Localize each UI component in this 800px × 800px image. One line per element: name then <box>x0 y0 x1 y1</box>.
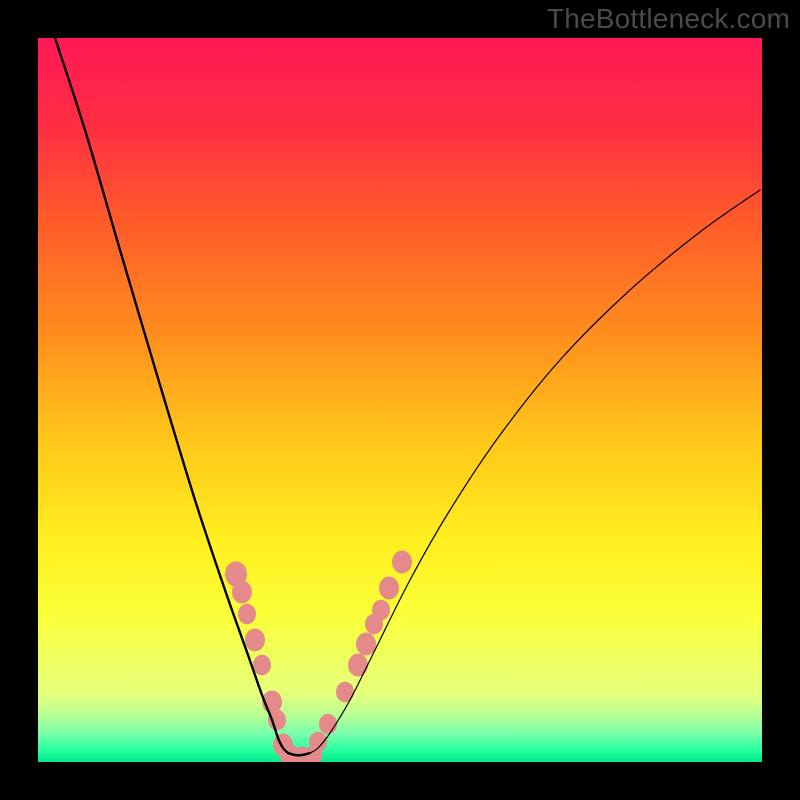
data-marker <box>245 629 265 652</box>
data-marker <box>379 577 399 600</box>
gradient-background <box>38 38 762 762</box>
data-marker <box>356 633 376 656</box>
chart-frame: TheBottleneck.com <box>0 0 800 800</box>
border-left <box>0 0 38 800</box>
data-marker <box>372 600 390 621</box>
watermark-text: TheBottleneck.com <box>547 3 790 35</box>
data-marker <box>348 654 368 677</box>
data-marker <box>232 581 252 604</box>
data-marker <box>392 551 412 574</box>
plot-svg <box>38 38 762 762</box>
plot-area <box>38 38 762 762</box>
data-marker <box>253 655 271 676</box>
data-marker <box>238 604 256 625</box>
data-marker <box>336 682 354 703</box>
border-bottom <box>0 762 800 800</box>
data-marker <box>319 714 337 735</box>
data-marker <box>268 710 286 731</box>
border-right <box>762 0 800 800</box>
